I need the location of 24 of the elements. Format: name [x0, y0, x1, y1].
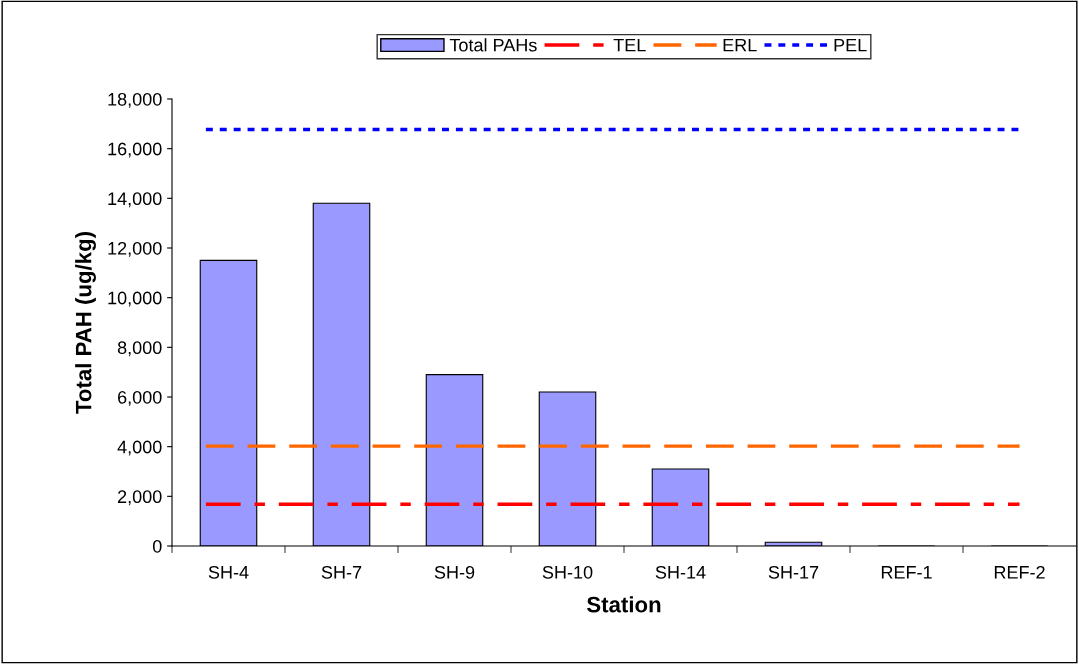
y-axis-title: Total PAH (ug/kg): [75, 232, 96, 414]
legend-label: ERL: [723, 38, 757, 52]
y-tick-label: 16,000: [108, 142, 162, 158]
x-tick-label: SH-10: [542, 565, 593, 579]
x-axis-title: Station: [586, 596, 661, 613]
x-tick-label: SH-4: [208, 565, 249, 579]
x-tick-label: REF-2: [994, 565, 1045, 579]
x-tick-label: SH-14: [655, 565, 706, 579]
y-tick-label: 6,000: [118, 390, 162, 406]
y-tick-label: 8,000: [117, 341, 162, 357]
x-tick-label: SH-7: [321, 565, 362, 579]
y-tick-label: 18,000: [108, 92, 162, 108]
y-tick-label: 10,000: [108, 291, 162, 307]
legend-label: Total PAHs: [449, 38, 537, 52]
y-tick-label: 14,000: [108, 192, 162, 208]
y-tick-label: 0: [152, 539, 162, 553]
x-tick-label: SH-17: [768, 565, 819, 579]
x-tick-label: REF-1: [881, 566, 932, 579]
y-tick-label: 12,000: [108, 241, 162, 257]
y-tick-label: 4,000: [117, 440, 162, 456]
legend-label: PEL: [834, 38, 867, 52]
x-tick-label: SH-9: [434, 565, 475, 579]
y-tick-label: 2,000: [118, 490, 162, 506]
legend-label: TEL: [613, 38, 646, 52]
